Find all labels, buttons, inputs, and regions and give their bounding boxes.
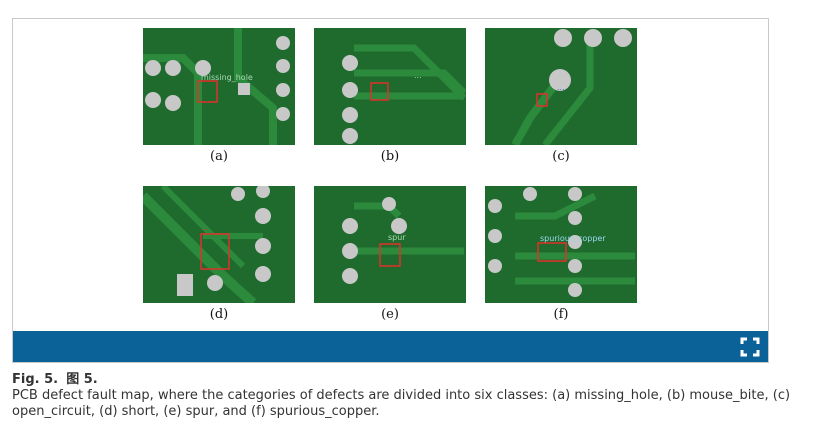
panel-d: ... (d)	[143, 186, 295, 322]
defect-tag-b: ...	[414, 71, 422, 80]
panel-label-c: (c)	[552, 149, 570, 164]
panel-c: ... (c)	[485, 28, 637, 164]
caption-text: PCB defect fault map, where the categori…	[12, 388, 791, 419]
defect-box-f	[537, 242, 567, 262]
defect-box-c	[536, 93, 548, 107]
defect-box-b	[370, 82, 389, 101]
defect-tag-a: missing_hole	[201, 73, 253, 82]
defect-tag-f: spurious_copper	[540, 234, 606, 243]
defect-tag-d: ...	[201, 223, 209, 232]
panel-label-d: (d)	[209, 307, 229, 322]
panel-label-a: (a)	[210, 149, 228, 164]
pcb-image-e: spur	[314, 186, 466, 303]
pcb-image-b: ...	[314, 28, 466, 145]
panel-b: ... (b)	[314, 28, 466, 164]
panel-label-b: (b)	[380, 149, 400, 164]
figure-caption: Fig. 5. 图 5. PCB defect fault map, where…	[12, 372, 792, 420]
defect-tag-c: ...	[557, 83, 565, 92]
fullscreen-icon[interactable]	[740, 337, 760, 357]
figure-toolbar	[13, 331, 768, 362]
figure-label-cn: 图 5.	[66, 372, 98, 387]
panel-a: missing_hole (a)	[143, 28, 295, 164]
pcb-image-f: spurious_copper	[485, 186, 637, 303]
defect-tag-e: spur	[388, 233, 406, 242]
pcb-image-c: ...	[485, 28, 637, 145]
defect-box-a	[197, 80, 218, 103]
figure-frame: missing_hole (a) ... (b)	[12, 18, 769, 363]
panel-e: spur (e)	[314, 186, 466, 322]
panel-label-e: (e)	[381, 307, 399, 322]
defect-box-e	[379, 243, 401, 267]
pcb-image-a: missing_hole	[143, 28, 295, 145]
pcb-image-d: ...	[143, 186, 295, 303]
figure-label: Fig. 5.	[12, 372, 59, 387]
panel-label-f: (f)	[553, 307, 569, 322]
defect-box-d	[200, 233, 230, 270]
panel-f: spurious_copper (f)	[485, 186, 637, 322]
